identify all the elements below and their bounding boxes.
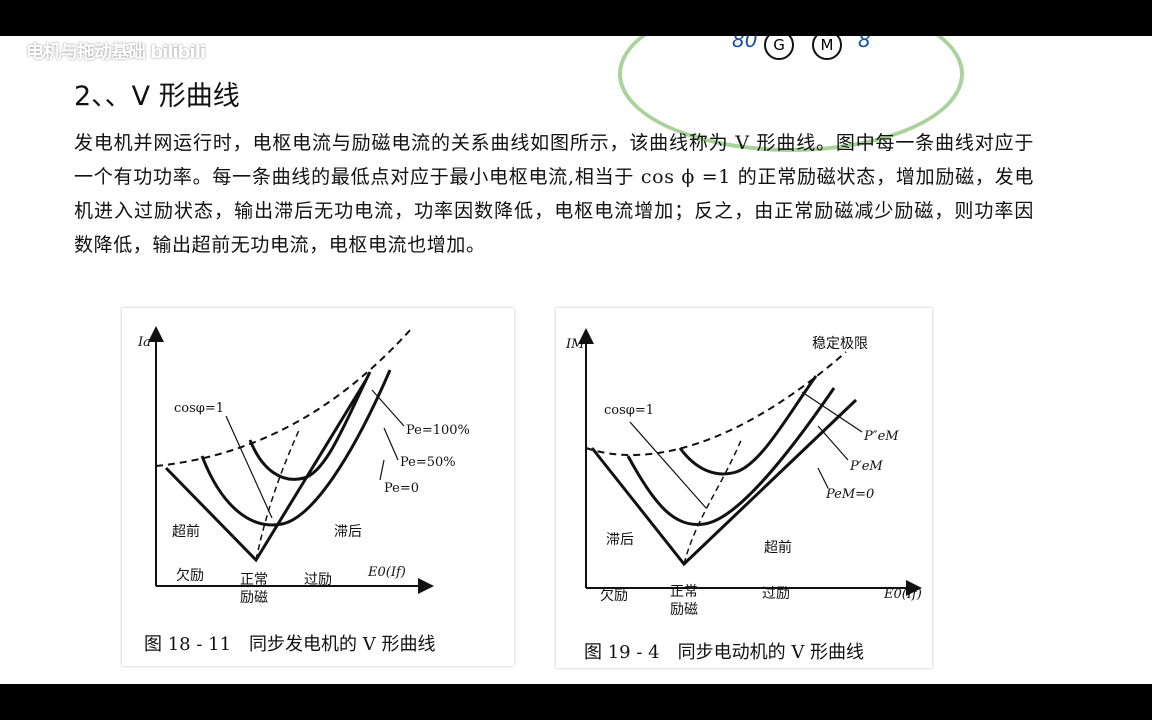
paragraph-text: 发电机并网运行时，电枢电流与励磁电流的关系曲线如图所示，该曲线称为 V 形曲线。… xyxy=(74,132,1034,256)
leader-p0 xyxy=(379,459,385,481)
cosphi-locus xyxy=(683,437,743,565)
figure-generator-v-curve: Ia cosφ=1 Pe=100% Pe=50% Pe=0 超前 滞后 欠励 正… xyxy=(122,308,514,666)
label-p2: P″eM xyxy=(863,429,899,444)
leader-p1 xyxy=(817,425,849,461)
over-excitation: 过励 xyxy=(762,586,790,602)
x-axis-label: E0(If) xyxy=(367,565,406,580)
figure-caption: 图 18 - 11 同步发电机的 V 形曲线 xyxy=(144,634,436,655)
section-heading: 2、、V 形曲线 xyxy=(74,81,240,112)
stability-limit-curve xyxy=(585,351,847,457)
region-lagging: 滞后 xyxy=(606,532,634,548)
y-axis-label: Ia xyxy=(137,335,151,350)
label-p0: PeM=0 xyxy=(825,487,874,502)
leader-p100 xyxy=(371,389,405,427)
v-curve-diagram-1: Ia cosφ=1 Pe=100% Pe=50% Pe=0 超前 滞后 欠励 正… xyxy=(137,326,470,606)
generator-symbol: G xyxy=(764,36,794,60)
stability-limit-label: 稳定极限 xyxy=(812,336,868,352)
normal-excitation-2: 励磁 xyxy=(240,590,268,606)
leader-p2 xyxy=(801,391,863,433)
motor-symbol: M xyxy=(812,36,842,60)
over-excitation: 过励 xyxy=(304,572,332,588)
cosphi-label: cosφ=1 xyxy=(174,401,224,416)
sketch-label-right: 8 xyxy=(858,36,871,52)
x-axis-label: E0(If) xyxy=(883,587,922,602)
label-p1: P′eM xyxy=(849,459,883,474)
label-pe-50: Pe=50% xyxy=(400,455,456,470)
sketch-label-left: 80 xyxy=(732,36,758,52)
under-excitation: 欠励 xyxy=(176,568,204,584)
cosphi-locus xyxy=(255,427,301,561)
slide-page: 80 G M 8 2、、V 形曲线 发电机并网运行时，电枢电流与励磁电流的关系曲… xyxy=(0,36,1152,684)
leader-p50 xyxy=(383,427,399,461)
curve-pem-2 xyxy=(678,375,818,476)
under-excitation: 欠励 xyxy=(600,588,628,604)
leader-cosphi xyxy=(629,421,707,509)
curve-pe-100 xyxy=(248,371,372,481)
figure-motor-v-curve: IM 稳定极限 cosφ=1 P″eM P′eM PeM=0 滞后 超前 欠励 … xyxy=(556,308,932,668)
figure-caption: 图 19 - 4 同步电动机的 V 形曲线 xyxy=(584,642,865,663)
curve-pem-1 xyxy=(626,387,836,526)
v-curve-diagram-2: IM 稳定极限 cosφ=1 P″eM P′eM PeM=0 滞后 超前 欠励 … xyxy=(565,328,922,618)
body-paragraph: 发电机并网运行时，电枢电流与励磁电流的关系曲线如图所示，该曲线称为 V 形曲线。… xyxy=(74,126,1034,262)
normal-excitation-2: 励磁 xyxy=(670,602,698,618)
region-leading: 超前 xyxy=(764,539,792,556)
y-axis-label: IM xyxy=(565,337,585,352)
region-leading: 超前 xyxy=(172,523,200,540)
leader-p0 xyxy=(817,467,829,489)
region-lagging: 滞后 xyxy=(334,524,362,540)
stability-limit-curve xyxy=(155,327,413,467)
label-pe-0: Pe=0 xyxy=(384,481,419,496)
leader-cosphi xyxy=(225,415,273,519)
watermark: 电机与拖动基础 bilibili xyxy=(26,42,206,63)
normal-excitation-1: 正常 xyxy=(670,584,698,600)
curve-pe-50 xyxy=(200,369,392,527)
cosphi-label: cosφ=1 xyxy=(604,403,654,418)
label-pe-100: Pe=100% xyxy=(406,423,470,438)
normal-excitation-1: 正常 xyxy=(240,572,268,588)
